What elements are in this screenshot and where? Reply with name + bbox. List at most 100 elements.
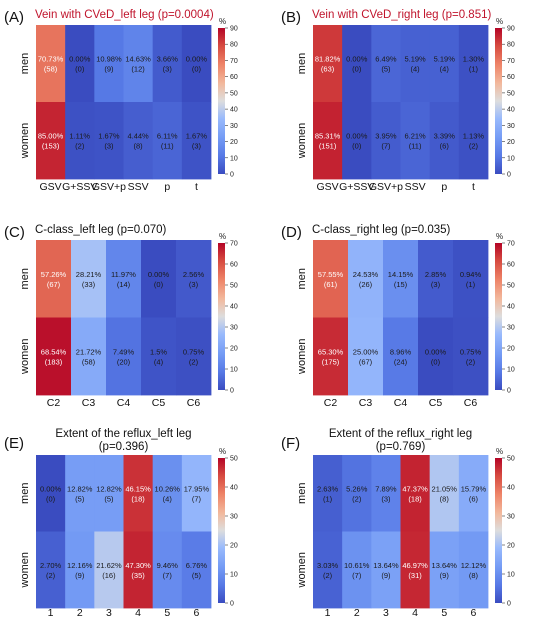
cell-percent-label: 12.12% — [461, 561, 487, 570]
cell-percent-label: 5.19% — [434, 55, 456, 64]
colorbar-tick-label: 10 — [230, 155, 238, 162]
colorbar-tick-label: 30 — [230, 514, 238, 521]
colorbar-tick-label: 70 — [507, 58, 515, 65]
heatmap-cell — [94, 25, 124, 103]
cell-count-label: (58) — [44, 65, 58, 74]
colorbar-tick-label: 40 — [230, 304, 238, 311]
x-tick-label: GSV — [39, 181, 61, 193]
heatmap-cell — [106, 240, 142, 318]
cell-count-label: (2) — [466, 357, 476, 366]
y-tick-label: women — [296, 339, 308, 375]
heatmap-cell — [348, 240, 384, 318]
cell-count-label: (12) — [131, 65, 145, 74]
chart-title: C-class_right leg (p=0.035) — [312, 224, 451, 236]
heatmap-cell — [458, 25, 489, 103]
cell-count-label: (14) — [117, 280, 131, 289]
cell-percent-label: 0.00% — [186, 55, 208, 64]
cell-count-label: (31) — [408, 571, 422, 580]
cell-count-label: (8) — [469, 571, 479, 580]
colorbar-unit: % — [219, 232, 226, 241]
heatmap-cell — [458, 531, 489, 609]
x-tick-label: 3 — [106, 607, 112, 619]
cell-count-label: (67) — [359, 357, 373, 366]
x-tick-label: 4 — [412, 607, 418, 619]
x-tick-label: p — [441, 181, 447, 193]
cell-percent-label: 7.49% — [113, 347, 135, 356]
cell-count-label: (7) — [192, 494, 202, 503]
cell-count-label: (24) — [394, 357, 408, 366]
cell-percent-label: 0.00% — [425, 347, 447, 356]
heatmap-cell — [36, 240, 72, 318]
cell-percent-label: 8.96% — [390, 347, 412, 356]
cell-count-label: (33) — [82, 280, 96, 289]
chart-subtitle: (p=0.769) — [376, 441, 426, 453]
cell-count-label: (0) — [192, 65, 202, 74]
heatmap-cell — [176, 240, 212, 318]
cell-count-label: (5) — [104, 494, 114, 503]
cell-percent-label: 17.95% — [184, 484, 210, 493]
x-tick-label: G+SSV — [62, 181, 97, 193]
cell-count-label: (7) — [352, 571, 362, 580]
x-tick-label: 1 — [325, 607, 331, 619]
colorbar-tick-label: 90 — [230, 26, 238, 33]
heatmap-cell — [371, 455, 401, 532]
colorbar-tick-label: 30 — [507, 514, 515, 521]
cell-percent-label: 12.82% — [96, 484, 122, 493]
colorbar-tick-label: 0 — [230, 172, 234, 179]
colorbar-tick-label: 20 — [230, 346, 238, 353]
cell-percent-label: 3.39% — [434, 132, 456, 141]
heatmap-cell — [342, 102, 372, 180]
cell-count-label: (5) — [192, 571, 202, 580]
cell-count-label: (11) — [409, 142, 422, 151]
x-tick-label: 6 — [470, 607, 476, 619]
cell-count-label: (151) — [319, 142, 337, 151]
x-tick-label: C3 — [359, 397, 373, 409]
cell-count-label: (7) — [163, 571, 173, 580]
heatmap-cell — [94, 455, 124, 532]
cell-percent-label: 0.00% — [346, 55, 368, 64]
y-tick-label: women — [19, 123, 31, 159]
colorbar — [218, 28, 225, 174]
heatmap-cell — [152, 531, 183, 609]
cell-percent-label: 11.97% — [111, 270, 136, 279]
cell-percent-label: 1.5% — [150, 347, 167, 356]
cell-count-label: (1) — [323, 494, 333, 503]
colorbar-unit: % — [219, 17, 226, 26]
x-tick-label: 2 — [77, 607, 83, 619]
colorbar-tick-label: 70 — [230, 241, 238, 248]
cell-count-label: (11) — [161, 142, 174, 151]
cell-count-label: (0) — [46, 494, 56, 503]
y-tick-label: women — [19, 552, 31, 588]
cell-percent-label: 14.15% — [388, 270, 414, 279]
colorbar-tick-label: 20 — [507, 139, 515, 146]
cell-count-label: (2) — [469, 142, 479, 151]
cell-count-label: (2) — [323, 571, 333, 580]
panel-letter: (E) — [4, 435, 24, 452]
cell-count-label: (7) — [381, 142, 391, 151]
colorbar-tick-label: 70 — [507, 241, 515, 248]
cell-count-label: (1) — [469, 65, 479, 74]
cell-count-label: (8) — [133, 142, 143, 151]
cell-percent-label: 4.44% — [127, 132, 149, 141]
cell-count-label: (67) — [47, 280, 61, 289]
cell-count-label: (6) — [469, 494, 479, 503]
cell-percent-label: 85.00% — [38, 132, 64, 141]
colorbar-tick-label: 30 — [507, 325, 515, 332]
y-tick-label: men — [19, 268, 31, 289]
cell-count-label: (3) — [381, 494, 391, 503]
heatmap-cell — [313, 102, 343, 180]
cell-percent-label: 0.00% — [40, 484, 62, 493]
cell-percent-label: 65.30% — [318, 347, 344, 356]
x-tick-label: 4 — [135, 607, 141, 619]
heatmap-cell — [418, 317, 454, 396]
heatmap-cell — [36, 317, 72, 396]
x-tick-label: 2 — [354, 607, 360, 619]
colorbar-tick-label: 60 — [230, 262, 238, 269]
colorbar-unit: % — [496, 17, 503, 26]
cell-percent-label: 12.82% — [67, 484, 93, 493]
x-tick-label: C5 — [152, 397, 166, 409]
colorbar — [218, 458, 225, 603]
cell-percent-label: 5.26% — [346, 484, 368, 493]
panel-letter: (C) — [4, 224, 25, 241]
heatmap-panel-0: (A) Vein with CVeD_left leg (p=0.0004) 70.… — [4, 9, 238, 193]
